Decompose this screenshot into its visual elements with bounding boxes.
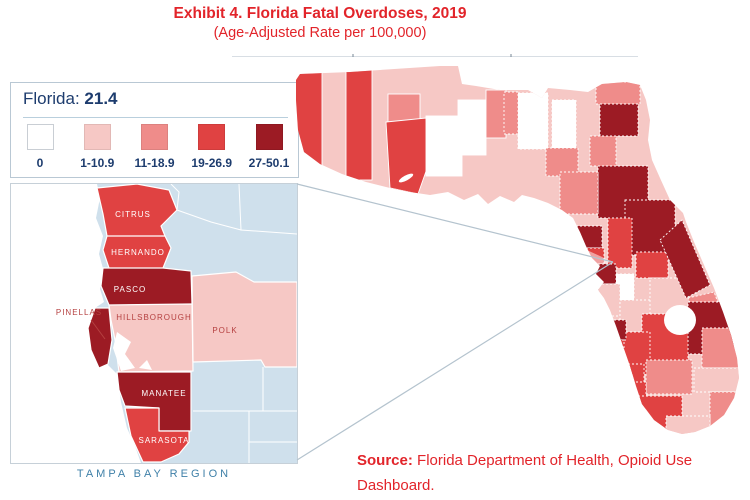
county-alachua <box>545 147 579 177</box>
county-marion <box>559 171 599 215</box>
county-manatee <box>589 319 627 341</box>
legend-region-value: 21.4 <box>84 89 118 108</box>
legend-class-0: 0 <box>15 124 65 170</box>
county-monroe <box>665 415 711 434</box>
county-okaloosa <box>345 66 373 181</box>
legend-swatch-3 <box>198 124 226 150</box>
page-title: Exhibit 4. Florida Fatal Overdoses, 2019 <box>173 5 467 22</box>
inset-label-pasco: PASCO <box>114 285 146 294</box>
county-hillsborough <box>593 283 621 317</box>
county-madison <box>503 91 519 135</box>
tampa-bay-inset-map: CITRUS HERNANDO PASCO HILLSBOROUGH POLK … <box>11 184 297 463</box>
legend-class-1: 1-10.9 <box>72 124 122 170</box>
pinellas-pointer-line <box>90 319 106 340</box>
page-subtitle: (Age-Adjusted Rate per 100,000) <box>213 25 427 41</box>
source-text: Florida Department of Health, Opioid Use… <box>357 452 693 494</box>
county-gulf-calhoun <box>425 115 463 177</box>
legend-divider <box>23 117 288 118</box>
county-escambia <box>296 67 323 169</box>
county-lafayette <box>551 99 577 149</box>
county-glades-hendry <box>645 359 693 395</box>
border-line <box>176 209 242 231</box>
county-sarasota <box>593 339 625 365</box>
legend-title: Florida: 21.4 <box>23 89 118 109</box>
inset-label-citrus: CITRUS <box>115 210 151 219</box>
legend-swatch-2 <box>141 124 168 150</box>
county-charlotte <box>603 363 645 383</box>
legend-label-2: 11-18.9 <box>134 156 175 170</box>
legend-class-2: 11-18.9 <box>130 124 180 170</box>
county-brevard <box>659 219 711 299</box>
legend-class-4: 27-50.1 <box>244 124 294 170</box>
title-block: Exhibit 4. Florida Fatal Overdoses, 2019… <box>0 4 640 43</box>
inset-label-pinellas: PINELLAS <box>56 308 102 317</box>
county-washington <box>387 93 421 123</box>
county-gadsden-wakulla <box>485 89 507 139</box>
legend-label-4: 27-50.1 <box>248 156 290 170</box>
faded-artifact-line <box>232 54 638 57</box>
county-taylor <box>517 92 549 150</box>
bay-inlet <box>139 360 152 370</box>
gulf-of-mexico <box>11 184 141 463</box>
legend-label-0: 0 <box>36 156 44 170</box>
tampa-bay-caption: TAMPA BAY REGION <box>76 468 232 480</box>
county-pasco <box>577 263 617 285</box>
county-orange <box>635 251 669 279</box>
county-lake <box>607 217 633 269</box>
source-note: Source: Florida Department of Health, Op… <box>357 448 745 498</box>
florida-state-map <box>296 66 739 434</box>
county-hernando <box>573 247 605 265</box>
legend-swatch-0 <box>26 124 54 150</box>
legend-class-3: 19-26.9 <box>187 124 237 170</box>
county-palm-beach <box>701 327 739 369</box>
legend: Florida: 21.4 0 1-10.9 11-18.9 19-26.9 <box>10 82 299 178</box>
inset-label-hernando: HERNANDO <box>111 248 165 257</box>
tampa-bay-water <box>113 332 135 371</box>
legend-swatch-4 <box>255 124 283 150</box>
county-duval <box>599 103 639 137</box>
border-line <box>170 184 180 211</box>
inset-county-sarasota <box>124 407 190 463</box>
inset-label-polk: POLK <box>212 326 237 335</box>
inset-label-hillsborough: HILLSBOROUGH <box>116 313 192 322</box>
county-nassau <box>595 81 641 105</box>
county-bay <box>385 117 431 195</box>
lake-okeechobee <box>664 305 696 335</box>
county-pinellas <box>583 285 601 323</box>
legend-classes: 0 1-10.9 11-18.9 19-26.9 27-50.1 <box>11 124 298 170</box>
county-miami-dade <box>709 391 739 434</box>
inset-label-sarasota: SARASOTA <box>139 436 190 445</box>
county-patches <box>296 66 739 434</box>
inset-county-polk <box>191 271 297 368</box>
county-clay <box>589 135 617 167</box>
inset-county-pinellas <box>87 307 113 369</box>
inset-label-manatee: MANATEE <box>141 389 186 398</box>
legend-label-3: 19-26.9 <box>191 156 233 170</box>
border-line <box>238 184 297 235</box>
legend-label-1: 1-10.9 <box>80 156 115 170</box>
tampa-bay-inset: CITRUS HERNANDO PASCO HILLSBOROUGH POLK … <box>10 183 298 464</box>
legend-region-label: Florida: <box>23 89 80 108</box>
source-label: Source: <box>357 452 413 469</box>
inset-county-citrus <box>96 184 178 239</box>
legend-swatch-1 <box>83 124 111 150</box>
county-liberty <box>457 99 487 156</box>
county-broward <box>693 367 739 393</box>
county-citrus <box>567 225 603 249</box>
